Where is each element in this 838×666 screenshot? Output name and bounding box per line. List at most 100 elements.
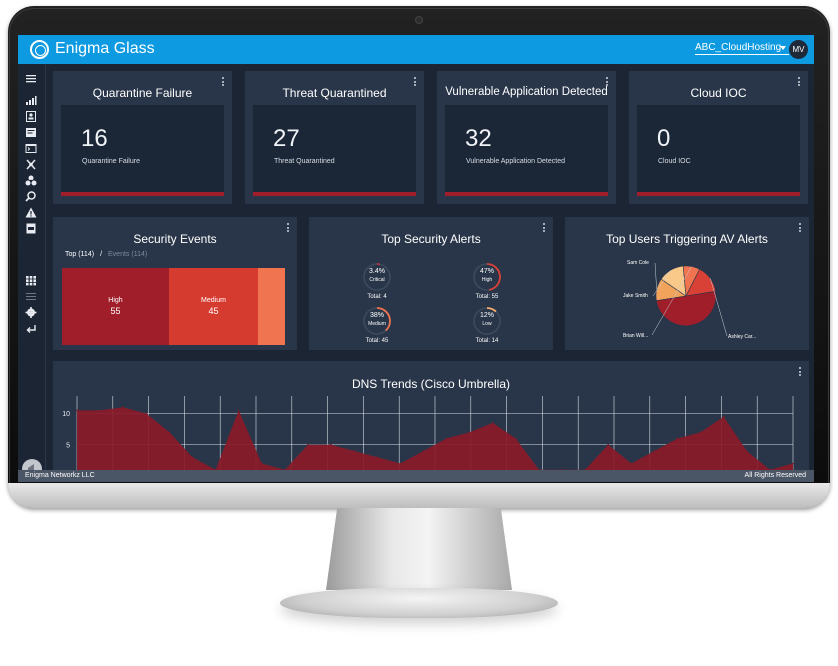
- alert-gauge-low[interactable]: 12% Low Total: 14: [462, 306, 512, 344]
- user-icon[interactable]: [25, 111, 37, 122]
- area-point: [792, 462, 794, 465]
- card-title: DNS Trends (Cisco Umbrella): [351, 377, 511, 391]
- top-security-alerts-card: Top Security Alerts 3.4% Critical Total: 4…: [309, 217, 553, 350]
- avatar[interactable]: MV: [789, 40, 808, 59]
- pdf-icon[interactable]: [25, 223, 37, 234]
- card-title: Top Users Triggering AV Alerts: [606, 232, 768, 246]
- logo-icon: [30, 40, 49, 59]
- gauge-total: Total: 55: [475, 294, 499, 300]
- area-point: [376, 456, 379, 459]
- gauge-arc: [473, 263, 501, 291]
- more-vert-icon[interactable]: [222, 77, 224, 86]
- gauge-total: Total: 4: [367, 294, 387, 300]
- tab-top[interactable]: Top (114): [65, 251, 95, 258]
- metric-status-bar: [253, 192, 416, 196]
- treemap-value: 45: [208, 306, 219, 316]
- metric-label: Threat Quarantined: [274, 158, 335, 165]
- gauge-severity: Low: [482, 321, 492, 327]
- area-point: [122, 406, 124, 409]
- gauge-ring: [363, 307, 391, 335]
- gauge-ring: [363, 263, 391, 291]
- area-point: [676, 437, 679, 440]
- pie-label: Sam Cole: [627, 260, 649, 266]
- more-vert-icon[interactable]: [414, 77, 416, 86]
- area-point: [145, 412, 148, 415]
- menu-icon[interactable]: [25, 73, 37, 84]
- biohazard-icon[interactable]: [25, 175, 37, 186]
- tab-events[interactable]: Events (114): [108, 251, 148, 258]
- metric-card-threat-quarantined: Threat Quarantined 27 Threat Quarantined: [245, 71, 424, 204]
- more-vert-icon[interactable]: [799, 223, 801, 232]
- area-point: [353, 450, 356, 452]
- tenant-select[interactable]: ABC_CloudHosting: [695, 42, 790, 55]
- settings-icon[interactable]: [25, 307, 37, 318]
- monitor-stand-base: [280, 588, 558, 618]
- metric-status-bar: [637, 192, 800, 196]
- metric-status-bar: [445, 192, 608, 196]
- more-vert-icon[interactable]: [287, 223, 289, 232]
- alert-gauge-high[interactable]: 47% High Total: 55: [462, 262, 512, 300]
- list-icon[interactable]: [25, 291, 37, 302]
- network-icon[interactable]: [25, 159, 37, 170]
- metric-value: 0: [657, 125, 671, 152]
- area-point: [607, 444, 609, 446]
- more-vert-icon[interactable]: [606, 77, 608, 86]
- pie-leader-line: [654, 262, 657, 290]
- metric-panel: 32 Vulnerable Application Detected: [445, 105, 608, 196]
- treemap-block-low[interactable]: [258, 268, 285, 345]
- treemap-block-high[interactable]: High 55: [62, 268, 169, 345]
- gauge-arc: [473, 307, 501, 335]
- metric-value: 16: [81, 125, 108, 152]
- area-point: [422, 450, 425, 452]
- chart-icon[interactable]: [25, 95, 37, 106]
- more-vert-icon[interactable]: [543, 223, 545, 232]
- area-point: [468, 431, 471, 434]
- monitor-stand-neck: [326, 508, 512, 590]
- metric-label: Quarantine Failure: [82, 158, 140, 165]
- metric-label: Cloud IOC: [658, 158, 691, 165]
- area-point: [746, 450, 748, 452]
- treemap-value: 55: [110, 306, 121, 316]
- search-icon[interactable]: [25, 191, 37, 202]
- console-icon[interactable]: [25, 143, 37, 154]
- pie-label: Jake Smith: [623, 293, 648, 299]
- card-title: Threat Quarantined: [282, 86, 387, 100]
- area-point: [330, 444, 332, 446]
- gauge-percent: 3.4%: [369, 268, 385, 275]
- alert-gauge-critical[interactable]: 3.4% Critical Total: 4: [352, 262, 402, 300]
- top-users-card: Top Users Triggering AV Alerts Sam Cole …: [565, 217, 809, 350]
- area-point: [76, 409, 78, 412]
- area-point: [699, 431, 702, 434]
- area-point: [445, 437, 448, 440]
- metric-label: Vulnerable Application Detected: [466, 158, 565, 165]
- metric-panel: 0 Cloud IOC: [637, 105, 800, 196]
- gauge-arc: [363, 263, 391, 291]
- dns-area-chart: 5 10: [62, 396, 794, 476]
- pie-leader-line: [652, 270, 671, 297]
- footer: Enigma Networkz LLC All Rights Reserved: [18, 470, 814, 482]
- gauge-ring: [473, 263, 501, 291]
- warning-icon[interactable]: [25, 207, 37, 218]
- app-title: Enigma Glass: [55, 40, 155, 57]
- card-title: Security Events: [133, 232, 217, 246]
- top-bar: Enigma Glass ABC_CloudHosting MV: [18, 35, 814, 64]
- y-tick-label: 10: [62, 411, 70, 418]
- metric-status-bar: [61, 192, 224, 196]
- alert-gauge-medium[interactable]: 38% Medium Total: 45: [352, 306, 402, 344]
- gauge-percent: 38%: [369, 312, 384, 319]
- area-point: [722, 415, 725, 418]
- area-point: [630, 462, 633, 465]
- area-series: [77, 407, 793, 476]
- pie-leader-line: [651, 266, 692, 336]
- logout-icon[interactable]: [25, 323, 37, 334]
- grid-icon[interactable]: [25, 275, 37, 286]
- more-vert-icon[interactable]: [798, 77, 800, 86]
- area-point: [191, 456, 194, 459]
- chevron-down-icon[interactable]: [780, 46, 786, 50]
- metric-card-vulnerable-application: Vulnerable Application Detected 32 Vulne…: [437, 71, 616, 204]
- security-events-tabs: Top (114) / Events (114): [65, 251, 147, 258]
- gauge-severity: High: [481, 277, 493, 283]
- treemap-block-medium[interactable]: Medium 45: [169, 268, 258, 345]
- report-icon[interactable]: [25, 127, 37, 138]
- more-vert-icon[interactable]: [799, 367, 801, 376]
